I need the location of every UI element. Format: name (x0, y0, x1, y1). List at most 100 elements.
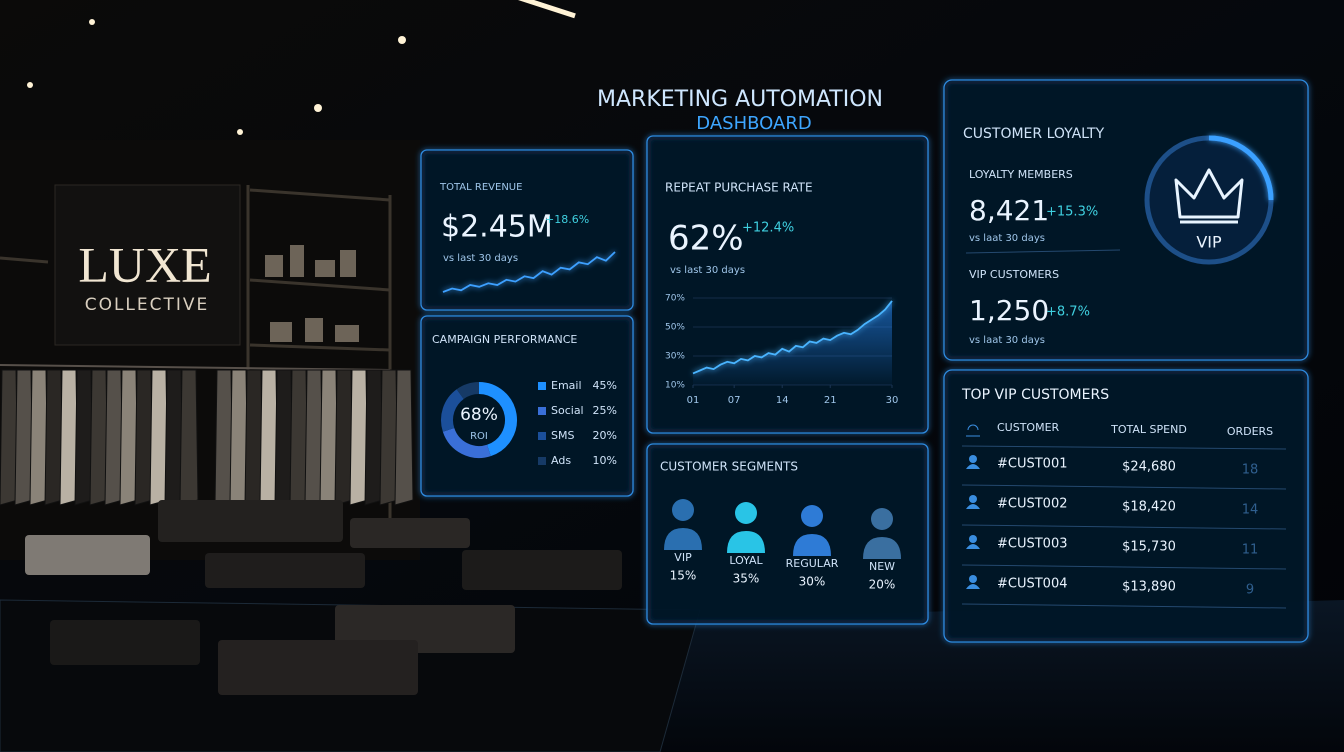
table-cell: #CUST003 (997, 537, 1068, 552)
segment-icon (863, 537, 901, 559)
customer-icon (966, 504, 980, 509)
metric-note: vs laat 30 days (969, 335, 1045, 346)
table-rules (961, 445, 1287, 609)
metric-note: vs laat 30 days (969, 233, 1045, 244)
donut-segment (441, 389, 465, 432)
garment (179, 369, 199, 506)
legend-value: 10% (593, 454, 617, 467)
vip-table-panel (943, 369, 1309, 643)
table-cell: #CUST004 (997, 577, 1068, 592)
line (692, 300, 893, 375)
loyalty-divider (965, 249, 1121, 254)
donut-segment (442, 427, 491, 458)
table-cell: #CUST002 (997, 497, 1068, 512)
charts: 10% 30% 50% 70% 01 07 14 21 30 Email 45% Social 25% S… (441, 251, 899, 467)
segment-value: 20% (869, 578, 896, 592)
panel-title: TOP VIP CUSTOMERS (961, 387, 1109, 403)
table-cell: 14 (1242, 503, 1259, 518)
donut-center-value: 68% (460, 405, 498, 425)
kpi-note: vs last 30 days (443, 253, 518, 264)
store-name: LUXE (78, 236, 211, 292)
legend-value: 25% (593, 404, 617, 417)
header-icon (966, 424, 980, 437)
segment-icon (871, 508, 893, 530)
legend-label: Social (551, 404, 584, 417)
metric-value: 1,250 (969, 294, 1049, 327)
customer-icon (969, 535, 977, 543)
garment (394, 369, 414, 506)
kpi-note: vs last 30 days (670, 265, 745, 276)
customer-icon (969, 455, 977, 463)
x-tick-label: 14 (776, 395, 789, 406)
customer-icon (966, 464, 980, 469)
clothing-rack (0, 369, 414, 506)
dashboard-title: MARKETING AUTOMATION (597, 87, 883, 112)
display-tables (0, 500, 701, 752)
legend-value: 45% (593, 379, 617, 392)
segment-value: 30% (799, 575, 826, 589)
segment-icon (793, 534, 831, 556)
column-header: TOTAL SPEND (1110, 423, 1187, 436)
table-cell: $18,420 (1122, 500, 1176, 515)
table-cell: $13,890 (1122, 580, 1176, 595)
segment-icon (727, 531, 765, 553)
x-tick-label: 21 (824, 395, 837, 406)
segment-label: VIP (674, 551, 692, 564)
dashboard-subtitle: DASHBOARD (696, 113, 811, 134)
x-tick-label: 30 (886, 395, 899, 406)
legend-value: 20% (593, 429, 617, 442)
donut-center-label: ROI (470, 431, 488, 442)
panel-title: CUSTOMER LOYALTY (963, 126, 1105, 142)
y-tick-label: 10% (665, 381, 685, 391)
metric-change: +15.3% (1046, 205, 1098, 220)
panel-title: CUSTOMER SEGMENTS (660, 460, 798, 474)
table-cell: 9 (1246, 583, 1254, 598)
customer-icon (966, 584, 980, 589)
segment-value: 15% (670, 569, 697, 583)
x-tick-label: 01 (687, 395, 700, 406)
table-cell: #CUST001 (997, 457, 1068, 472)
legend-label: SMS (551, 429, 574, 442)
sign-board (54, 184, 241, 346)
customer-icon (966, 544, 980, 549)
metric-label: VIP CUSTOMERS (969, 268, 1059, 281)
store-tagline: COLLECTIVE (85, 295, 210, 315)
vip-badge (1144, 135, 1274, 265)
segments-panel (646, 443, 929, 625)
kpi-change: +12.4% (742, 221, 794, 236)
segment-label: NEW (869, 560, 895, 573)
kpi-label: REPEAT PURCHASE RATE (665, 181, 813, 195)
legend-swatch (538, 432, 546, 440)
column-header: ORDERS (1227, 425, 1273, 438)
table-cell: $15,730 (1122, 540, 1176, 555)
shelf-items (265, 245, 359, 342)
segment-icon (672, 499, 694, 521)
legend-swatch (538, 382, 546, 390)
legend-label: Ads (551, 454, 571, 467)
segment-value: 35% (733, 572, 760, 586)
clothing-rail (0, 364, 391, 371)
segment-icon (664, 528, 702, 550)
x-tick-label: 07 (728, 395, 741, 406)
area (693, 300, 892, 385)
segment-icon (801, 505, 823, 527)
table-cell: 11 (1242, 543, 1259, 558)
donut-segment (456, 382, 480, 400)
customer-icon (969, 495, 977, 503)
legend-label: Email (551, 379, 582, 392)
segment-icon (735, 502, 757, 524)
metric-change: +8.7% (1046, 305, 1090, 320)
kpi-value: 62% (668, 219, 744, 259)
column-header: CUSTOMER (997, 421, 1060, 434)
customer-icon (969, 575, 977, 583)
badge-label: VIP (1196, 233, 1222, 252)
donut-segment (478, 382, 517, 457)
revenue-panel (420, 149, 634, 311)
legend-swatch (538, 407, 546, 415)
segment-label: LOYAL (729, 554, 763, 567)
segment-label: REGULAR (786, 557, 839, 570)
y-tick-label: 50% (665, 323, 685, 333)
texts: LUXE COLLECTIVE MARKETING AUTOMATIONDASHBO… (78, 87, 1273, 598)
panels (420, 79, 1309, 643)
